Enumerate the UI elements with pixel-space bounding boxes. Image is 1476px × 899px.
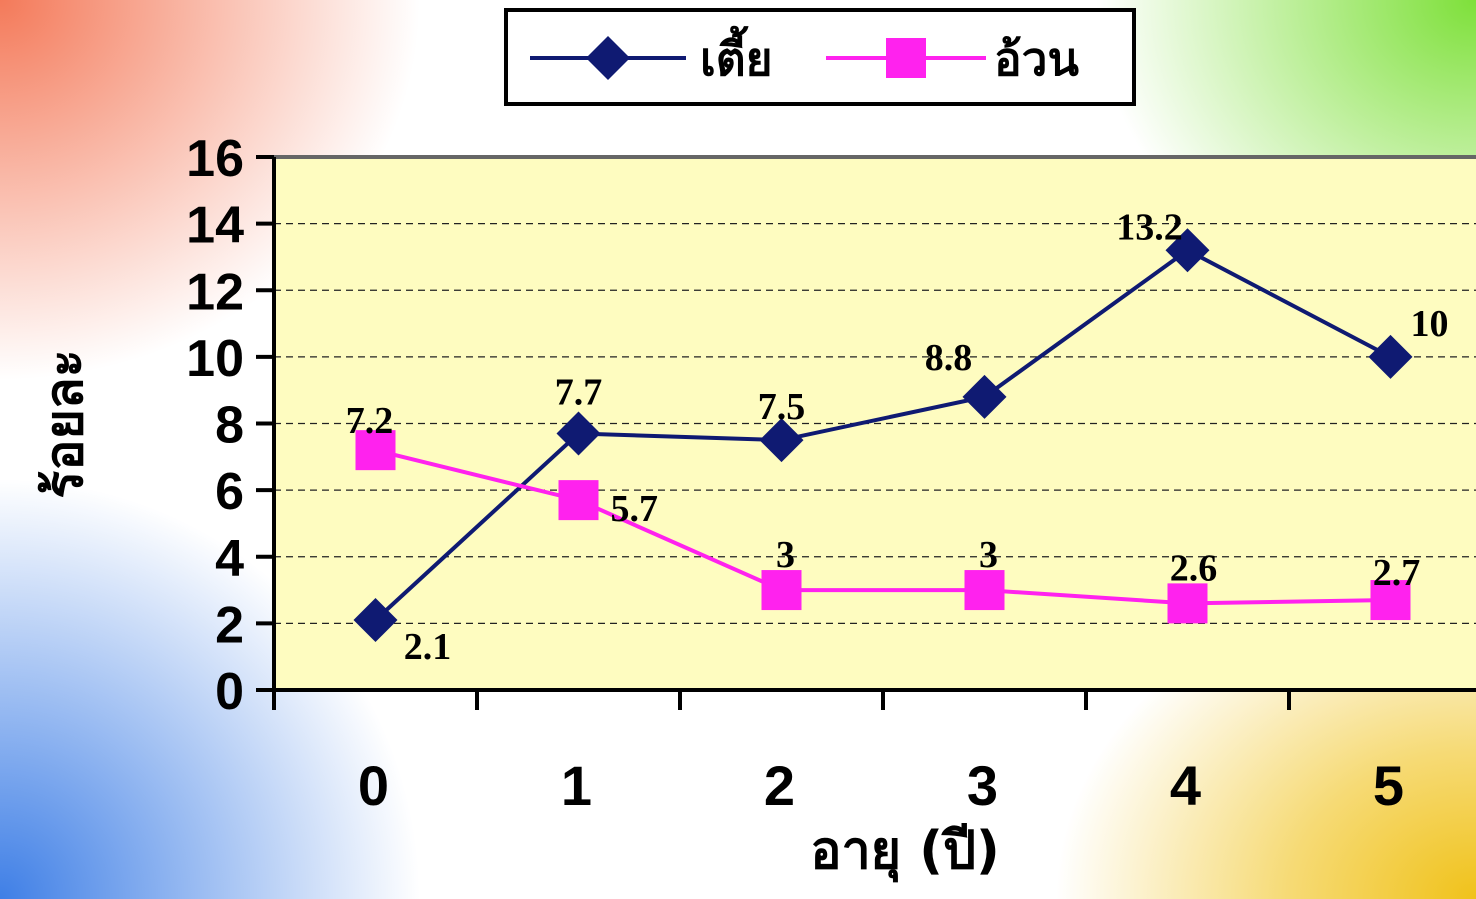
x-axis-ticks: 0 1 2 3 4 5 <box>272 690 1404 817</box>
square-marker <box>964 570 1005 611</box>
diamond-marker <box>759 418 804 463</box>
square-marker <box>1167 583 1208 624</box>
x-tick-label: 5 <box>1373 754 1404 817</box>
data-label: 2.7 <box>1373 552 1421 594</box>
x-tick-label: 1 <box>561 754 592 817</box>
y-tick-label: 8 <box>215 397 244 455</box>
legend: เตี้ย อ้วน <box>504 8 1136 106</box>
data-label: 2.6 <box>1170 547 1218 589</box>
x-tick-label: 2 <box>764 754 795 817</box>
y-tick-label: 10 <box>186 330 244 388</box>
diamond-marker <box>962 374 1007 419</box>
legend-item-stunted: เตี้ย <box>530 25 773 86</box>
data-label: 3 <box>776 534 795 576</box>
data-label: 2.1 <box>404 626 452 668</box>
legend-square-icon <box>886 38 926 78</box>
x-tick-label: 3 <box>967 754 998 817</box>
data-label: 3 <box>979 534 998 576</box>
y-tick-label: 2 <box>215 596 244 654</box>
data-label: 7.2 <box>346 400 394 442</box>
x-axis-title: อายุ (ปี) <box>810 821 1000 883</box>
y-tick-label: 14 <box>186 197 244 255</box>
gridlines <box>274 155 1476 624</box>
legend-diamond-icon <box>586 36 630 80</box>
legend-box <box>504 8 1136 106</box>
data-label: 7.5 <box>758 386 806 428</box>
x-tick-label: 4 <box>1170 754 1201 817</box>
y-tick-label: 16 <box>186 130 244 188</box>
legend-item-obese: อ้วน <box>826 32 1079 86</box>
data-label: 8.8 <box>925 337 973 379</box>
y-tick-label: 6 <box>215 463 244 521</box>
data-label: 10 <box>1411 303 1449 345</box>
x-tick-label: 0 <box>358 754 389 817</box>
legend-label-stunted: เตี้ย <box>700 25 773 86</box>
square-marker <box>761 570 802 611</box>
diamond-marker <box>1165 228 1210 273</box>
series-line-stunted <box>374 247 1392 622</box>
y-axis-ticks: 0 2 4 6 8 10 12 14 16 <box>186 130 274 721</box>
series-lines <box>374 247 1392 622</box>
data-labels: 2.1 7.7 7.5 8.8 13.2 10 7.2 5.7 3 3 2.6 2.7 <box>346 206 1449 668</box>
square-marker <box>1370 580 1411 621</box>
diamond-marker <box>353 598 398 643</box>
diamond-marker <box>1368 334 1413 379</box>
data-label: 13.2 <box>1116 206 1183 248</box>
y-tick-label: 4 <box>215 530 244 588</box>
series-markers <box>353 228 1413 643</box>
series-line-obese <box>375 448 1391 606</box>
square-marker <box>355 430 396 471</box>
y-tick-label: 0 <box>215 663 244 721</box>
y-tick-label: 12 <box>186 263 244 321</box>
y-axis-title: ร้อยละ <box>35 349 95 498</box>
data-label: 5.7 <box>611 488 659 530</box>
legend-label-obese: อ้วน <box>994 32 1079 86</box>
square-marker <box>558 480 599 521</box>
diamond-marker <box>556 411 601 456</box>
data-label: 7.7 <box>555 371 603 413</box>
